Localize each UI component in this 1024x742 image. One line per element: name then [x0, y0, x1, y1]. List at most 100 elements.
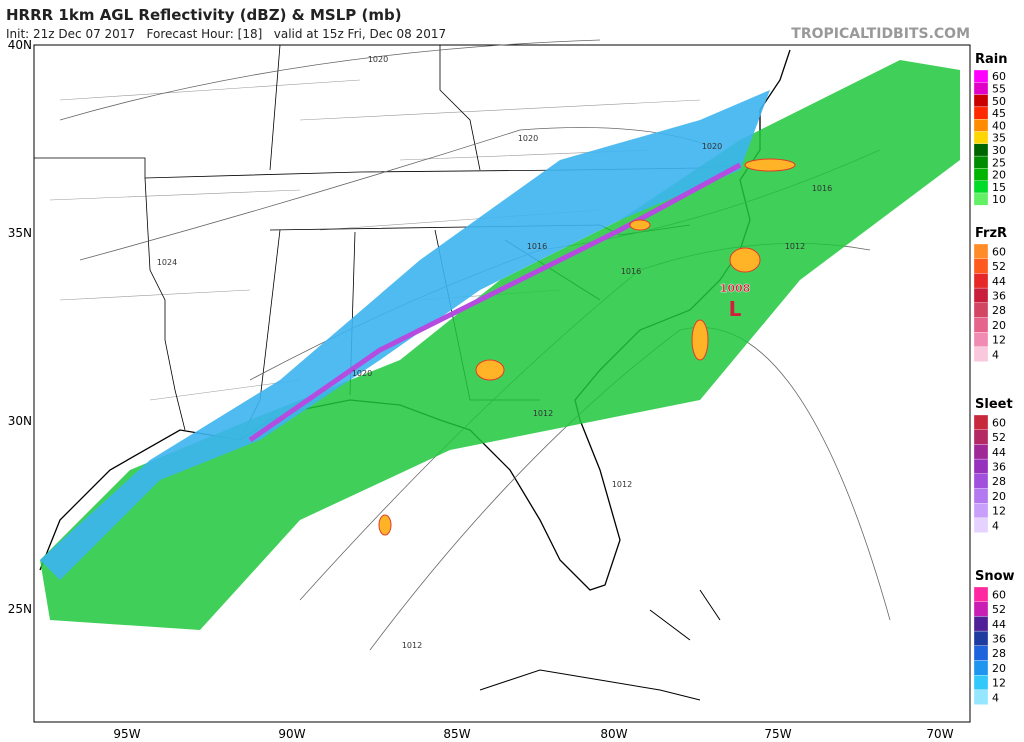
legend-swatch: [973, 180, 989, 194]
legend-label: 20: [992, 319, 1006, 332]
isobar-label: 1016: [527, 242, 547, 251]
islands: [479, 589, 721, 701]
legend-label: 44: [992, 618, 1006, 631]
longitude-label: 90W: [278, 727, 305, 741]
legend-swatch: [973, 660, 989, 676]
legend-swatch: [973, 488, 989, 504]
legend-label: 20: [992, 169, 1006, 182]
legend-label: 20: [992, 662, 1006, 675]
isobar-label: 1020: [702, 142, 722, 151]
legend-label: 28: [992, 475, 1006, 488]
legend-label: 60: [992, 245, 1006, 258]
latitude-label: 25N: [8, 602, 32, 616]
legend-label: 25: [992, 156, 1006, 169]
legend-swatch: [973, 94, 989, 108]
legend-label: 4: [992, 519, 999, 532]
legend-label: 60: [992, 416, 1006, 429]
isobar-label: 1024: [157, 258, 177, 267]
legend-title: Rain: [975, 52, 1008, 67]
legend-swatch: [973, 332, 989, 348]
subtitle: Init: 21z Dec 07 2017 Forecast Hour: [18…: [6, 27, 446, 41]
legend-swatch: [973, 444, 989, 460]
legend-label: 4: [992, 348, 999, 361]
legend-swatch: [973, 503, 989, 519]
sleet-band: [248, 162, 742, 443]
legend-swatch: [973, 258, 989, 274]
legend-label: 36: [992, 632, 1006, 645]
legend-title: FrzR: [975, 226, 1007, 241]
legend-swatch: [973, 458, 989, 474]
legend-label: 12: [992, 505, 1006, 518]
legend-label: 30: [992, 144, 1006, 157]
legend-swatch: [973, 287, 989, 303]
legend-label: 28: [992, 304, 1006, 317]
legend-label: 44: [992, 446, 1006, 459]
isobar-label: 1020: [518, 134, 538, 143]
legend-swatch: [973, 106, 989, 120]
isobar-label: 1016: [812, 184, 832, 193]
longitude-label: 75W: [764, 727, 791, 741]
latitude-label: 30N: [8, 414, 32, 428]
legend-label: 36: [992, 289, 1006, 302]
legend-label: 12: [992, 334, 1006, 347]
latitude-label: 35N: [8, 226, 32, 240]
low-pressure-value: 1008: [720, 282, 751, 295]
isobar-label: 1020: [368, 55, 388, 64]
legend-label: 50: [992, 95, 1006, 108]
legend-swatch: [973, 143, 989, 157]
legend-swatch: [973, 82, 989, 95]
legend-label: 55: [992, 82, 1006, 95]
legend-swatch: [973, 243, 989, 259]
legend-swatch: [973, 517, 989, 533]
isobar-label: 1012: [612, 480, 632, 489]
legend-swatch: [973, 273, 989, 289]
isobar-label: 1016: [621, 267, 641, 276]
legend-swatch: [973, 168, 989, 181]
legend-label: 12: [992, 677, 1006, 690]
legend-label: 4: [992, 691, 999, 704]
legend-swatch: [973, 317, 989, 333]
longitude-label: 85W: [443, 727, 470, 741]
map: [33, 39, 971, 723]
legend-swatch: [973, 119, 989, 132]
isobar-label: 1012: [785, 242, 805, 251]
legend-label: 36: [992, 460, 1006, 473]
legend-swatch: [973, 429, 989, 445]
site-name: TROPICALTIDBITS.COM: [791, 26, 970, 42]
title: HRRR 1km AGL Reflectivity (dBZ) & MSLP (…: [6, 6, 402, 24]
legend-swatch: [973, 346, 989, 362]
legend: Rain6055504540353025201510FrzR6052443628…: [973, 52, 1015, 705]
heavy-cells: [378, 158, 796, 536]
rain-area: [40, 60, 960, 630]
legend-swatch: [973, 630, 989, 646]
isobar-label: 1012: [402, 641, 422, 650]
legend-swatch: [973, 473, 989, 489]
legend-label: 44: [992, 275, 1006, 288]
legend-swatch: [973, 601, 989, 617]
legend-swatch: [973, 69, 989, 83]
legend-label: 15: [992, 181, 1006, 194]
legend-swatch: [973, 689, 989, 705]
legend-label: 60: [992, 70, 1006, 83]
legend-label: 40: [992, 119, 1006, 132]
latitude-label: 40N: [8, 38, 32, 52]
longitude-label: 95W: [113, 727, 140, 741]
isobar-label: 1020: [352, 369, 372, 378]
legend-title: Sleet: [975, 397, 1013, 412]
legend-swatch: [973, 616, 989, 632]
legend-label: 20: [992, 490, 1006, 503]
legend-label: 52: [992, 260, 1006, 273]
legend-label: 52: [992, 431, 1006, 444]
isobar-label: 1012: [533, 409, 553, 418]
legend-label: 45: [992, 107, 1006, 120]
legend-title: Snow: [975, 569, 1015, 584]
legend-swatch: [973, 675, 989, 691]
legend-swatch: [973, 155, 989, 169]
longitude-label: 70W: [926, 727, 953, 741]
legend-label: 52: [992, 603, 1006, 616]
legend-swatch: [973, 586, 989, 602]
legend-label: 28: [992, 647, 1006, 660]
map-labels: 40N 35N 30N 25N 95W 90W 85W 80W 75W 70W 1020 1020 10…: [8, 38, 954, 741]
legend-swatch: [973, 302, 989, 318]
